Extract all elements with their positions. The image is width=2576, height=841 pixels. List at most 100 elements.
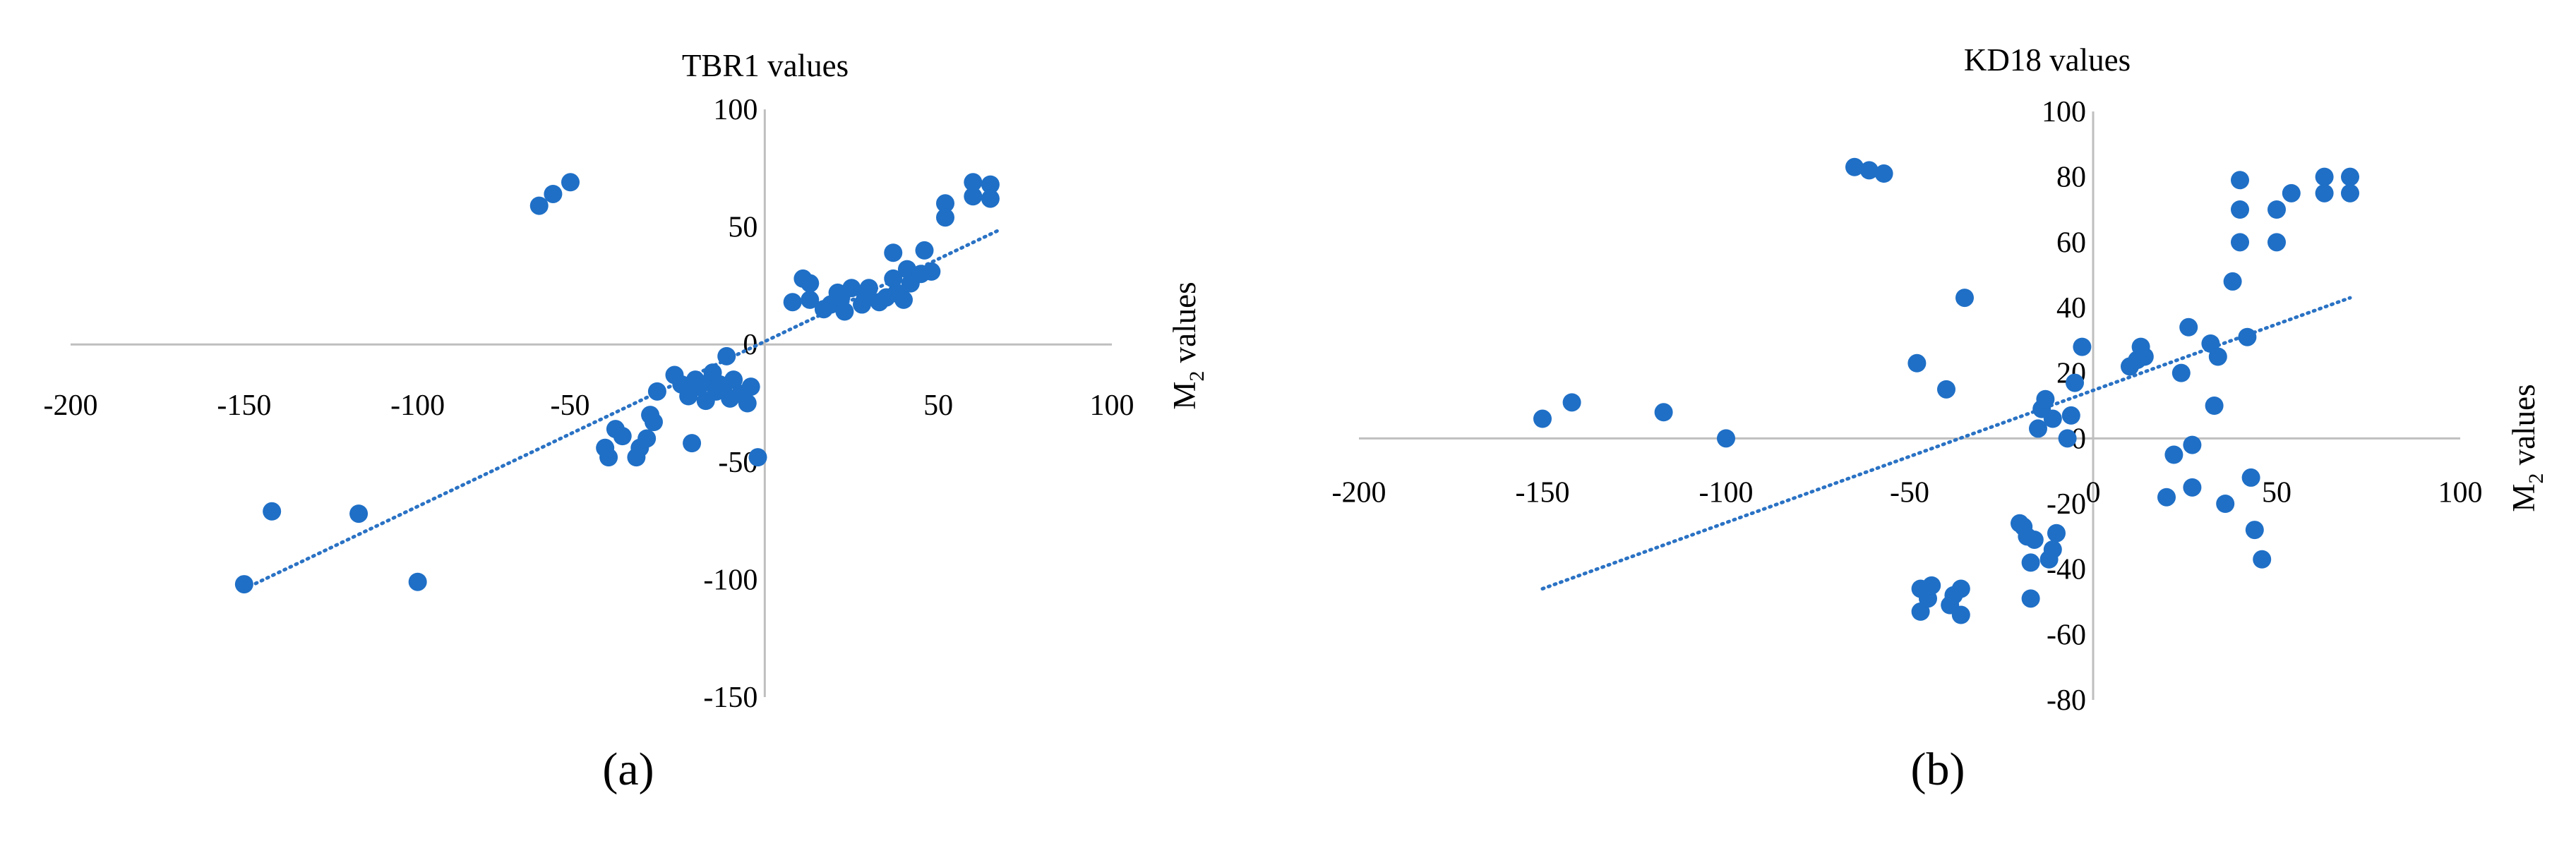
x-tick-label: 50 [2262,476,2292,509]
data-point [842,279,861,298]
data-point [2021,553,2040,572]
data-point [349,504,369,524]
data-point [2216,495,2235,513]
x-tick-label: -200 [1332,476,1386,509]
data-point [1562,393,1581,412]
x-tick-label: 100 [1090,389,1134,422]
data-point [1922,576,1941,595]
data-point [922,262,941,281]
data-point [2179,317,2198,337]
data-point [234,575,253,594]
data-point [2282,183,2301,202]
x-tick-label: -150 [1516,476,1570,509]
data-point [964,173,983,192]
data-point [1937,380,1955,399]
data-point [915,241,934,260]
data-point [2245,521,2264,540]
data-point [2205,397,2224,415]
data-point [1951,605,1970,624]
data-point [1859,161,1879,180]
y-tick-label: 100 [2042,96,2086,128]
data-point [1717,429,1735,448]
data-point [2021,589,2040,608]
data-point [2183,435,2202,454]
y-tick-label: -150 [703,682,757,714]
data-point [408,572,427,591]
data-point [2058,429,2077,448]
data-point [561,173,580,192]
data-point [683,434,702,453]
data-point [613,427,632,446]
y-tick-label: 40 [2056,292,2086,325]
data-point [936,194,954,213]
data-point [2157,488,2176,507]
data-point [2047,524,2066,543]
data-point [2208,347,2227,366]
data-point [1907,353,1927,373]
data-point [724,370,743,389]
data-point [884,243,903,262]
data-point [964,187,983,206]
data-point [2268,200,2286,219]
data-point [2231,233,2249,252]
x-tick-label: -50 [551,389,590,422]
y-tick-label: 0 [743,329,757,361]
y-tick-label: -60 [2047,619,2086,651]
data-point [544,184,563,203]
data-point [2315,167,2334,186]
data-point [2036,389,2055,409]
data-point [637,429,657,448]
data-point [2171,363,2191,382]
data-point [859,279,878,298]
data-point [2223,272,2242,291]
x-tick-label: 50 [923,389,953,422]
data-point [1955,289,1974,308]
data-point [645,413,663,432]
y-tick-label: 50 [728,212,757,244]
data-point [2066,373,2084,392]
data-point [894,290,913,309]
data-point [2029,419,2047,438]
y-tick-label: -80 [2047,684,2086,717]
data-point [2253,550,2272,569]
data-point [1654,403,1673,422]
data-point [2268,233,2286,252]
y-tick-label: 100 [713,94,757,126]
x-tick-label: -100 [1699,476,1754,509]
data-point [2231,171,2249,190]
data-point [647,382,666,401]
x-tick-label: 0 [2086,476,2101,509]
data-point [717,346,736,365]
chart-b-title: KD18 values [1964,42,2131,78]
data-point [599,448,618,467]
data-point [2183,478,2202,497]
data-point [1845,157,1864,176]
data-point [748,448,767,467]
x-tick-label: -100 [390,389,445,422]
data-point [2341,167,2359,186]
data-point [2135,347,2154,366]
data-point [835,302,854,321]
data-point [884,269,903,288]
y-tick-label: 0 [2071,423,2086,455]
chart-a-title: TBR1 values [682,48,849,83]
data-point [801,274,820,293]
data-point [783,293,802,312]
panel-label-a: (a) [602,744,654,795]
scatter-chart-b: -200 -150 -100 -50 50 1000-80-60-40-200204060… [1332,42,2548,795]
data-point [2043,409,2062,428]
x-tick-label: -200 [44,389,98,422]
data-point [2073,337,2092,356]
data-point [981,189,1000,208]
data-point [263,502,282,521]
y-tick-label: -20 [2047,488,2086,521]
y-tick-label: 60 [2056,226,2086,259]
data-point [1951,579,1970,598]
trendline [1540,296,2352,591]
data-point [1874,164,1893,183]
data-point [738,394,757,413]
data-point [2315,183,2334,202]
x-tick-label: -50 [1890,476,1929,509]
data-point [2241,468,2260,487]
